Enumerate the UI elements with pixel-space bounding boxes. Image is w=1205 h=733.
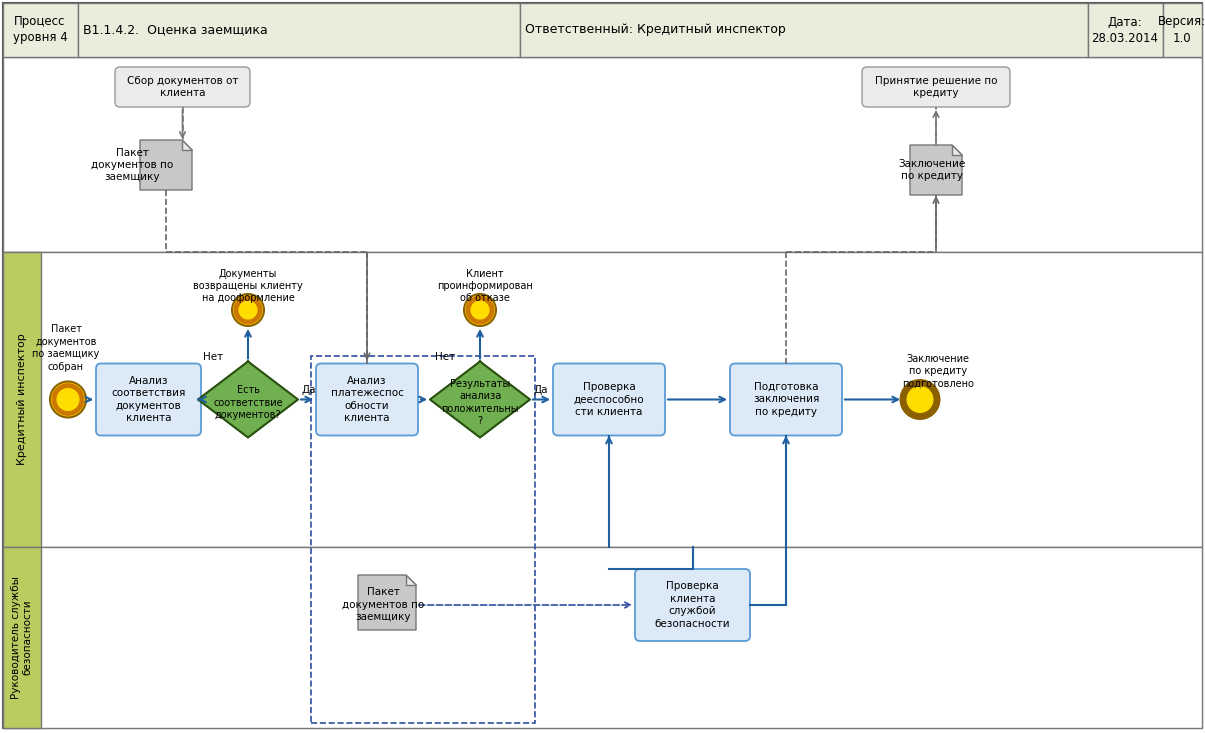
Text: Заключение
по кредиту
подготовлено: Заключение по кредиту подготовлено (903, 354, 974, 389)
FancyBboxPatch shape (1163, 3, 1203, 57)
FancyBboxPatch shape (114, 67, 249, 107)
Text: Сбор документов от
клиента: Сбор документов от клиента (127, 75, 239, 98)
Text: Версия:
1.0: Версия: 1.0 (1158, 15, 1205, 45)
Polygon shape (182, 140, 192, 150)
Text: Заключение
по кредиту: Заключение по кредиту (899, 159, 965, 181)
Text: Принятие решение по
кредиту: Принятие решение по кредиту (875, 75, 998, 98)
Text: Ответственный: Кредитный инспектор: Ответственный: Кредитный инспектор (525, 23, 786, 37)
FancyBboxPatch shape (2, 252, 1203, 547)
Text: Клиент
проинформирован
об отказе: Клиент проинформирован об отказе (437, 268, 533, 303)
Polygon shape (358, 575, 416, 630)
Text: Документы
возвращены клиенту
на дооформление: Документы возвращены клиенту на дооформл… (193, 268, 302, 303)
Polygon shape (140, 140, 192, 190)
FancyBboxPatch shape (2, 3, 78, 57)
Text: В1.1.4.2.  Оценка заемщика: В1.1.4.2. Оценка заемщика (83, 23, 268, 37)
FancyBboxPatch shape (521, 3, 1088, 57)
FancyBboxPatch shape (2, 57, 1203, 252)
Polygon shape (952, 145, 962, 155)
Text: Да: Да (302, 385, 317, 394)
FancyBboxPatch shape (2, 547, 41, 728)
Text: Подготовка
заключения
по кредиту: Подготовка заключения по кредиту (753, 382, 819, 417)
Circle shape (233, 294, 264, 326)
Polygon shape (910, 145, 962, 195)
Text: Есть
соответствие
документов?: Есть соответствие документов? (213, 385, 283, 420)
FancyBboxPatch shape (862, 67, 1010, 107)
FancyBboxPatch shape (730, 364, 842, 435)
FancyBboxPatch shape (635, 569, 750, 641)
FancyBboxPatch shape (2, 547, 1203, 728)
FancyBboxPatch shape (96, 364, 201, 435)
Text: Дата:
28.03.2014: Дата: 28.03.2014 (1092, 15, 1158, 45)
Polygon shape (198, 361, 298, 438)
Text: Пакет
документов
по заемщику
собран: Пакет документов по заемщику собран (33, 324, 100, 372)
Polygon shape (406, 575, 416, 585)
Text: Пакет
документов по
заемщику: Пакет документов по заемщику (342, 587, 424, 622)
Circle shape (464, 294, 496, 326)
Text: Анализ
соответствия
документов
клиента: Анализ соответствия документов клиента (111, 376, 186, 423)
Text: Процесс
уровня 4: Процесс уровня 4 (12, 15, 67, 45)
Text: Результаты
анализа
положительны
?: Результаты анализа положительны ? (441, 379, 518, 426)
FancyBboxPatch shape (2, 252, 41, 547)
FancyBboxPatch shape (316, 364, 418, 435)
Polygon shape (430, 361, 530, 438)
FancyBboxPatch shape (1088, 3, 1163, 57)
Text: Проверка
дееспособно
сти клиента: Проверка дееспособно сти клиента (574, 382, 645, 417)
FancyBboxPatch shape (78, 3, 521, 57)
Text: Нет: Нет (435, 352, 455, 361)
Text: Нет: Нет (202, 352, 223, 361)
FancyBboxPatch shape (2, 3, 1203, 728)
Text: Пакет
документов по
заемщику: Пакет документов по заемщику (90, 147, 174, 183)
FancyBboxPatch shape (553, 364, 665, 435)
Text: Руководитель службы
безопасности: Руководитель службы безопасности (11, 576, 33, 699)
Text: Кредитный инспектор: Кредитный инспектор (17, 334, 27, 465)
Circle shape (903, 383, 937, 416)
Text: Проверка
клиента
службой
безопасности: Проверка клиента службой безопасности (654, 581, 730, 629)
Text: Анализ
платежеспос
обности
клиента: Анализ платежеспос обности клиента (330, 376, 404, 423)
Text: Да: Да (534, 385, 548, 394)
Circle shape (49, 381, 86, 418)
